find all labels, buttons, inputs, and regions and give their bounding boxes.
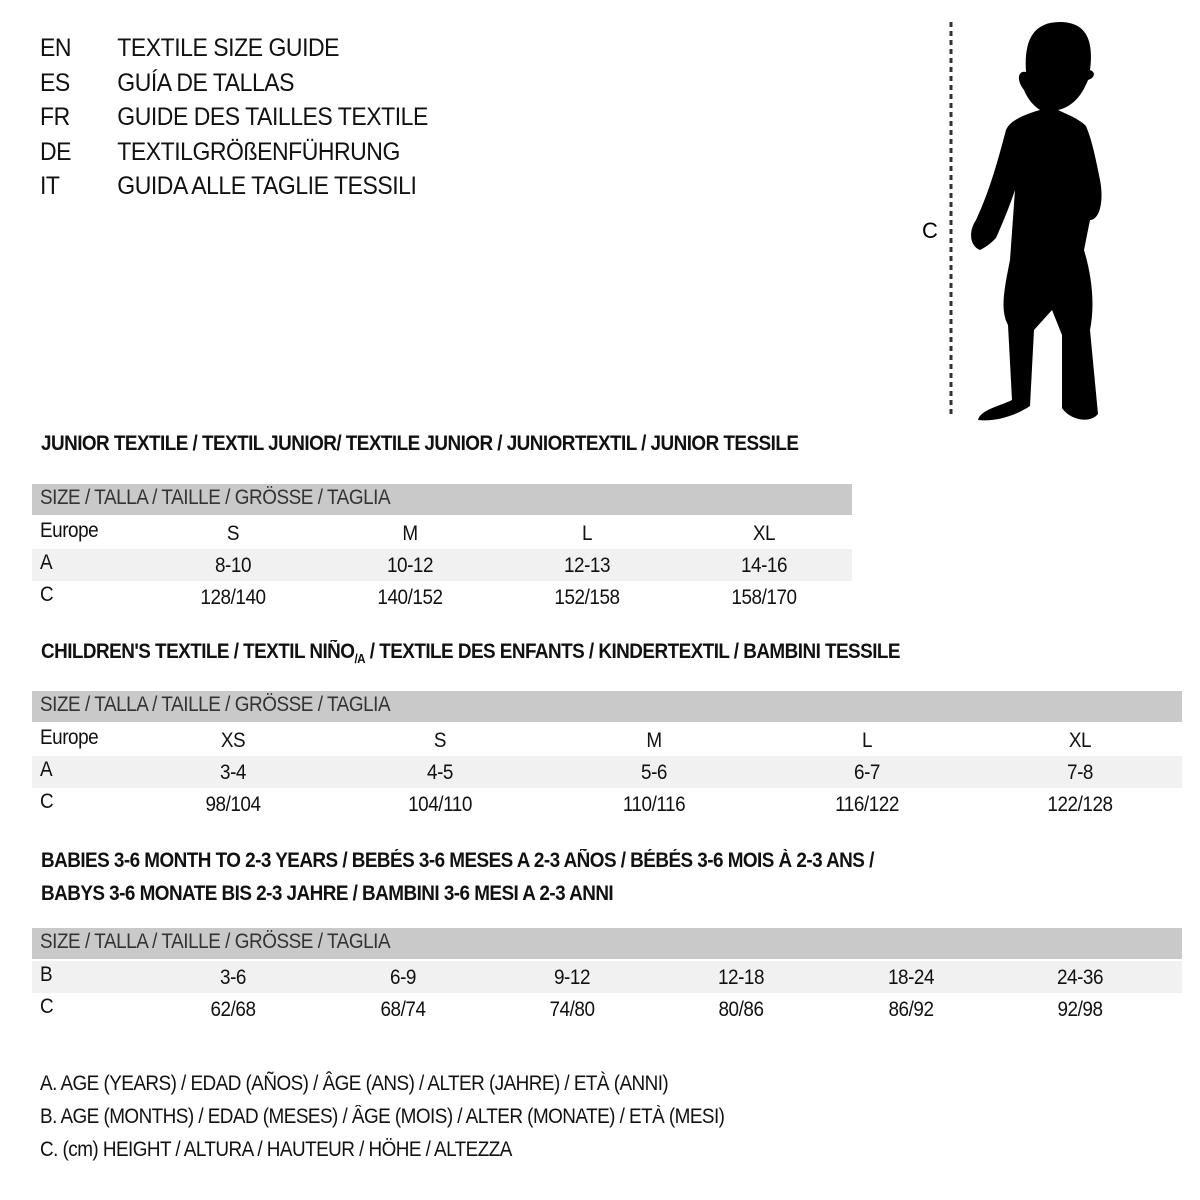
table-header-label: SIZE / TALLA / TAILLE / GRÖSSE / TAGLIA <box>40 486 391 509</box>
legend-item: A. AGE (YEARS) / EDAD (AÑOS) / ÂGE (ANS)… <box>40 1072 669 1095</box>
title-row-it: IT GUIDA ALLE TAGLIE TESSILI <box>40 172 417 201</box>
row-label: C <box>40 790 54 813</box>
table-cell: 7-8 <box>1067 761 1093 784</box>
language-code: FR <box>40 103 70 131</box>
title-row-de: DE TEXTILGRÖßENFÜHRUNG <box>40 138 400 167</box>
row-label: Europe <box>40 726 99 749</box>
row-label: A <box>40 551 53 574</box>
table-header-row: SIZE / TALLA / TAILLE / GRÖSSE / TAGLIA <box>32 484 852 515</box>
children-heading: CHILDREN'S TEXTILE / TEXTIL NIÑO/A / TEX… <box>41 640 901 667</box>
table-cell: 104/110 <box>408 793 472 816</box>
table-row: C 128/140 140/152 152/158 158/170 <box>32 581 852 613</box>
table-row: B 3-6 6-9 9-12 12-18 18-24 24-36 <box>32 961 1182 993</box>
child-silhouette-icon: C <box>922 22 1102 421</box>
table-cell: 4-5 <box>427 761 453 784</box>
height-measure-label: C <box>922 218 938 243</box>
language-code: IT <box>40 172 60 200</box>
table-cell: S <box>433 729 447 752</box>
legend-item: C. (cm) HEIGHT / ALTURA / HAUTEUR / HÖHE… <box>40 1138 512 1161</box>
table-cell: 8-10 <box>214 554 252 577</box>
table-cell: 6-7 <box>854 761 880 784</box>
table-cell: 5-6 <box>641 761 667 784</box>
table-row: C 98/104 104/110 110/116 116/122 122/128 <box>32 788 1182 820</box>
table-cell: 9-12 <box>553 966 591 989</box>
babies-heading-line2: BABYS 3-6 MONATE BIS 2-3 JAHRE / BAMBINI… <box>41 882 614 905</box>
children-size-table: SIZE / TALLA / TAILLE / GRÖSSE / TAGLIA E… <box>32 691 1182 820</box>
table-cell: 110/116 <box>622 793 686 816</box>
table-row: A 8-10 10-12 12-13 14-16 <box>32 549 852 581</box>
language-code: DE <box>40 137 72 166</box>
children-heading-rest: / TEXTILE DES ENFANTS / KINDERTEXTIL / B… <box>365 640 901 663</box>
table-cell: 158/170 <box>731 586 797 609</box>
junior-heading: JUNIOR TEXTILE / TEXTIL JUNIOR/ TEXTILE … <box>41 432 799 455</box>
babies-size-table: SIZE / TALLA / TAILLE / GRÖSSE / TAGLIA B… <box>32 928 1182 1025</box>
row-label: Europe <box>40 519 99 542</box>
table-cell: XL <box>1068 729 1092 752</box>
table-cell: 86/92 <box>888 998 934 1021</box>
table-cell: 10-12 <box>386 554 434 577</box>
title-text: TEXTILGRÖßENFÜHRUNG <box>117 137 400 166</box>
table-cell: 152/158 <box>554 586 620 609</box>
table-row: Europe XS S M L XL <box>32 724 1182 756</box>
table-row: Europe S M L XL <box>32 517 852 549</box>
table-cell: XL <box>752 522 776 545</box>
table-cell: L <box>861 729 873 752</box>
language-code: EN <box>40 34 72 62</box>
table-cell: 3-4 <box>220 761 246 784</box>
children-heading-sub: /A <box>354 651 366 667</box>
babies-heading-line1: BABIES 3-6 MONTH TO 2-3 YEARS / BEBÉS 3-… <box>41 849 874 872</box>
table-cell: 92/98 <box>1057 998 1103 1021</box>
title-text: GUIDA ALLE TAGLIE TESSILI <box>117 172 417 200</box>
table-cell: M <box>402 522 418 545</box>
table-cell: 98/104 <box>205 793 261 816</box>
table-cell: 3-6 <box>220 966 246 989</box>
title-text: GUÍA DE TALLAS <box>117 68 295 97</box>
title-text: TEXTILE SIZE GUIDE <box>117 34 340 62</box>
table-cell: XS <box>220 729 246 752</box>
table-cell: 122/128 <box>1047 793 1113 816</box>
table-cell: 14-16 <box>740 554 788 577</box>
table-cell: M <box>646 729 662 752</box>
table-cell: L <box>581 522 593 545</box>
row-label: C <box>40 995 54 1018</box>
table-cell: 12-18 <box>717 966 765 989</box>
table-header-label: SIZE / TALLA / TAILLE / GRÖSSE / TAGLIA <box>40 930 391 953</box>
table-cell: 24-36 <box>1056 966 1104 989</box>
title-row-fr: FR GUIDE DES TAILLES TEXTILE <box>40 103 428 132</box>
language-code: ES <box>40 68 70 97</box>
row-label: A <box>40 758 53 781</box>
table-cell: 116/122 <box>835 793 899 816</box>
row-label: C <box>40 583 54 606</box>
legend-item: B. AGE (MONTHS) / EDAD (MESES) / ÂGE (MO… <box>40 1105 725 1128</box>
children-heading-main: CHILDREN'S TEXTILE / TEXTIL NIÑO <box>41 640 355 663</box>
table-row: C 62/68 68/74 74/80 80/86 86/92 92/98 <box>32 993 1182 1025</box>
table-cell: 80/86 <box>718 998 764 1021</box>
junior-size-table: SIZE / TALLA / TAILLE / GRÖSSE / TAGLIA E… <box>32 484 852 613</box>
row-label: B <box>40 963 53 986</box>
table-cell: 68/74 <box>380 998 426 1021</box>
table-cell: S <box>226 522 240 545</box>
table-cell: 140/152 <box>377 586 443 609</box>
title-row-es: ES GUÍA DE TALLAS <box>40 68 295 98</box>
title-row-en: EN TEXTILE SIZE GUIDE <box>40 34 340 63</box>
table-cell: 6-9 <box>390 966 416 989</box>
table-header-row: SIZE / TALLA / TAILLE / GRÖSSE / TAGLIA <box>32 691 1182 722</box>
table-row: A 3-4 4-5 5-6 6-7 7-8 <box>32 756 1182 788</box>
table-cell: 18-24 <box>887 966 935 989</box>
table-cell: 62/68 <box>210 998 256 1021</box>
table-cell: 74/80 <box>549 998 595 1021</box>
title-text: GUIDE DES TAILLES TEXTILE <box>117 103 428 131</box>
table-cell: 12-13 <box>563 554 611 577</box>
table-header-label: SIZE / TALLA / TAILLE / GRÖSSE / TAGLIA <box>40 693 391 716</box>
table-cell: 128/140 <box>200 586 266 609</box>
table-header-row: SIZE / TALLA / TAILLE / GRÖSSE / TAGLIA <box>32 928 1182 959</box>
